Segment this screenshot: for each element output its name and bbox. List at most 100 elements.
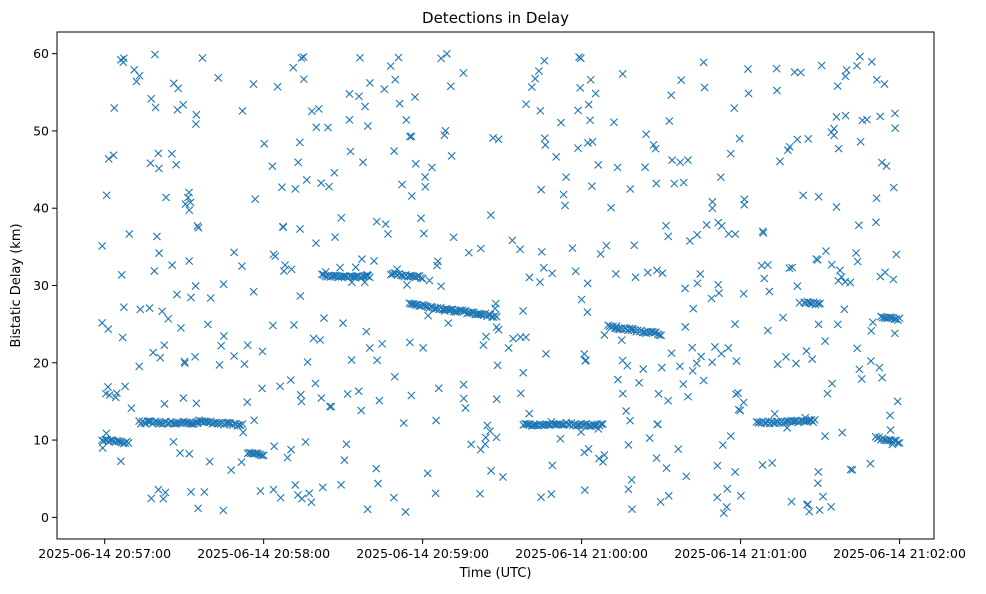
data-point xyxy=(707,294,716,303)
data-point xyxy=(194,504,203,513)
data-point xyxy=(431,304,440,313)
data-point xyxy=(481,433,490,442)
data-point xyxy=(316,335,325,344)
data-point xyxy=(238,420,247,429)
data-point xyxy=(802,500,811,509)
data-point xyxy=(192,110,201,119)
data-point xyxy=(854,221,863,230)
data-point xyxy=(431,489,440,498)
data-point xyxy=(618,69,627,78)
data-point xyxy=(802,347,811,356)
data-point xyxy=(891,124,900,133)
data-point xyxy=(821,337,830,346)
data-point xyxy=(758,461,767,469)
data-point xyxy=(597,420,606,429)
x-tick-label: 2025-06-14 21:02:00 xyxy=(833,546,966,561)
data-point xyxy=(256,487,265,496)
data-point xyxy=(813,479,822,488)
data-point xyxy=(770,409,779,418)
data-point xyxy=(158,307,167,316)
data-point xyxy=(540,56,549,65)
data-point xyxy=(98,443,107,452)
data-point xyxy=(372,464,381,473)
data-point xyxy=(697,352,706,361)
data-point xyxy=(145,304,154,313)
data-point xyxy=(358,158,367,167)
data-point xyxy=(361,102,370,111)
data-point xyxy=(233,421,242,430)
data-point xyxy=(354,92,363,101)
data-point xyxy=(600,330,609,339)
data-point xyxy=(773,360,782,369)
chart-title: Detections in Delay xyxy=(422,9,569,27)
data-point xyxy=(258,347,267,356)
data-point xyxy=(757,261,766,270)
data-point xyxy=(481,440,490,449)
x-tick-label: 2025-06-14 21:00:00 xyxy=(515,546,648,561)
data-point xyxy=(487,466,496,475)
data-point xyxy=(289,63,298,72)
data-point xyxy=(146,159,155,168)
data-point xyxy=(618,389,627,398)
data-point xyxy=(790,68,799,77)
data-point xyxy=(833,82,842,91)
data-point xyxy=(159,494,168,503)
data-point xyxy=(522,100,531,109)
data-point xyxy=(541,349,550,358)
data-point xyxy=(407,391,416,400)
data-point xyxy=(291,184,300,193)
data-point xyxy=(801,413,810,422)
data-point xyxy=(375,396,384,405)
data-point xyxy=(230,419,239,428)
data-point xyxy=(342,440,351,449)
data-point xyxy=(474,310,483,319)
data-point xyxy=(557,118,565,127)
data-point xyxy=(297,397,306,406)
data-point xyxy=(530,421,539,430)
data-point xyxy=(577,295,586,304)
data-point xyxy=(594,424,603,433)
data-point xyxy=(886,426,895,435)
data-point xyxy=(492,312,501,321)
data-point xyxy=(343,389,352,398)
data-point xyxy=(347,356,356,365)
data-point xyxy=(279,267,288,276)
data-point xyxy=(832,203,841,212)
data-point xyxy=(180,359,189,368)
data-point xyxy=(249,287,258,296)
data-point xyxy=(403,280,412,289)
data-point xyxy=(336,263,344,272)
data-point xyxy=(617,336,626,345)
data-point xyxy=(594,454,603,463)
data-point xyxy=(645,434,654,443)
data-point xyxy=(433,257,442,266)
data-point xyxy=(405,338,414,347)
data-point xyxy=(814,320,823,329)
data-point xyxy=(814,467,823,476)
data-point xyxy=(223,418,232,427)
data-point xyxy=(393,265,402,274)
data-point xyxy=(180,357,189,366)
data-point xyxy=(832,112,841,121)
data-point xyxy=(492,395,501,404)
data-point xyxy=(395,99,404,108)
data-point xyxy=(150,266,159,275)
data-point xyxy=(681,284,690,293)
data-point xyxy=(795,298,804,307)
data-point xyxy=(345,115,354,124)
data-point xyxy=(731,230,740,239)
data-point xyxy=(591,89,600,98)
data-point xyxy=(516,389,525,398)
data-point xyxy=(658,269,667,278)
data-point xyxy=(295,138,304,147)
data-point xyxy=(793,282,802,291)
data-point xyxy=(419,229,428,238)
data-point xyxy=(427,163,436,172)
data-point xyxy=(185,449,194,458)
data-point xyxy=(702,220,711,229)
data-point xyxy=(893,397,902,406)
data-point xyxy=(206,294,215,303)
data-point xyxy=(172,290,181,299)
data-point xyxy=(539,263,548,272)
